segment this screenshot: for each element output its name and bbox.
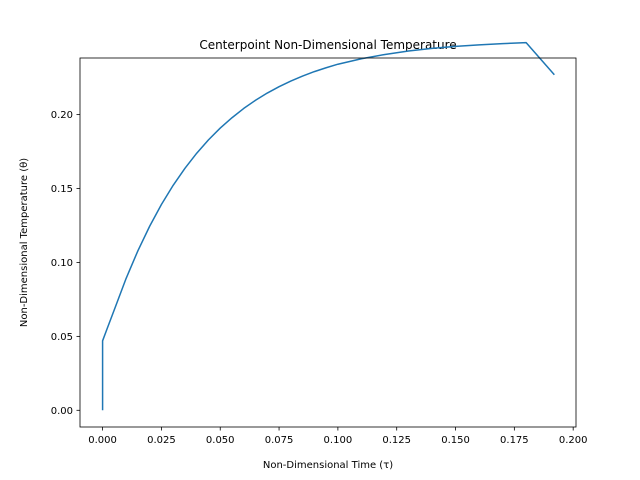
chart-title: Centerpoint Non-Dimensional Temperature bbox=[199, 38, 456, 52]
y-tick-label: 0.00 bbox=[51, 406, 73, 417]
x-tick-label: 0.175 bbox=[500, 435, 529, 446]
x-tick-label: 0.025 bbox=[147, 435, 176, 446]
x-tick-label: 0.050 bbox=[206, 435, 235, 446]
axes-frame bbox=[79, 57, 577, 428]
plot-area bbox=[101, 41, 555, 411]
x-tick-label: 0.150 bbox=[441, 435, 470, 446]
y-tick-label: 0.20 bbox=[51, 110, 73, 121]
series-line bbox=[101, 41, 555, 411]
y-axis: 0.00 0.05 0.10 0.15 0.20 bbox=[51, 110, 80, 417]
x-axis: 0.000 0.025 0.050 0.075 0.100 0.125 0.150 0.175… bbox=[88, 427, 587, 446]
x-tick-label: 0.125 bbox=[382, 435, 411, 446]
x-axis-title: Non-Dimensional Time (τ) bbox=[263, 460, 393, 471]
x-tick-label: 0.075 bbox=[265, 435, 294, 446]
y-tick-label: 0.15 bbox=[51, 184, 73, 195]
y-tick-label: 0.10 bbox=[51, 258, 73, 269]
y-axis-title: Non-Dimensional Temperature (θ) bbox=[19, 158, 30, 327]
y-tick-label: 0.05 bbox=[51, 332, 73, 343]
x-tick-label: 0.200 bbox=[559, 435, 588, 446]
x-tick-label: 0.100 bbox=[324, 435, 353, 446]
x-tick-label: 0.000 bbox=[88, 435, 117, 446]
